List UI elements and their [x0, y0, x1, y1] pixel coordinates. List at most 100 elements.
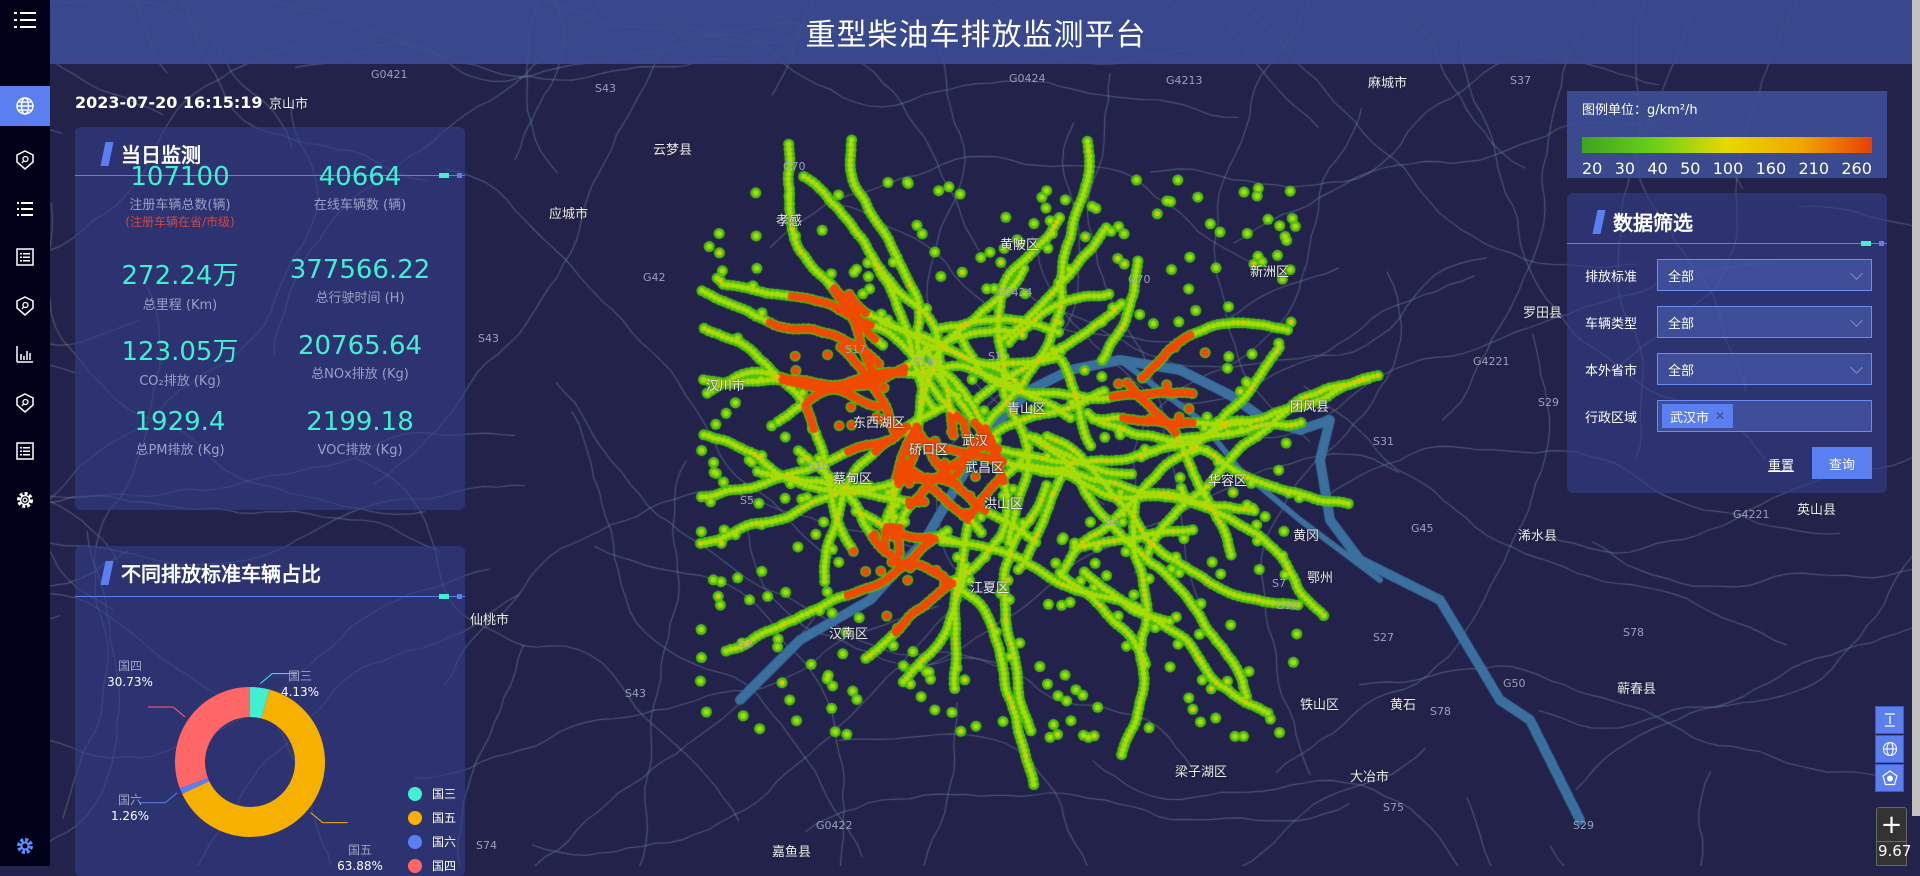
map-place-label: 云梦县: [653, 143, 693, 158]
donut-slice-国三[interactable]: [250, 687, 270, 719]
map-place-label: 武昌区: [965, 461, 1005, 476]
sidebar-item-map[interactable]: [0, 86, 50, 126]
list-icon: [17, 202, 33, 216]
page-title: 重型柴油车排放监测平台: [805, 18, 1147, 53]
legend-marker[interactable]: [408, 835, 422, 849]
globe-control-button[interactable]: [1875, 735, 1904, 763]
sidebar-item-8[interactable]: [0, 431, 50, 471]
stat-label: 注册车辆总数(辆): [129, 198, 231, 213]
legend-label[interactable]: 国四: [432, 859, 456, 873]
map-road-label: S43: [478, 332, 499, 345]
map-place-label: 黄陂区: [1000, 238, 1040, 253]
pentagon-control-button[interactable]: [1875, 764, 1904, 792]
map-road-label: G50: [1503, 677, 1526, 690]
filter-select[interactable]: 全部: [1657, 306, 1872, 338]
legend-marker[interactable]: [408, 811, 422, 825]
filter-label: 行政区域: [1585, 410, 1638, 426]
header: 重型柴油车排放监测平台: [50, 0, 1912, 64]
sidebar-item-9[interactable]: [0, 480, 50, 520]
legend-title: 图例单位：g/km²/h: [1582, 103, 1698, 118]
donut-slice-国四[interactable]: [175, 687, 250, 789]
slice-category-label: 国四: [118, 659, 142, 673]
map-place-label: 蔡甸区: [833, 472, 873, 487]
filter-label: 车辆类型: [1585, 316, 1638, 332]
region-select[interactable]: 武汉市 ✕: [1657, 400, 1872, 432]
map-road-label: S31: [1373, 435, 1394, 448]
map-road-label: S5: [740, 494, 754, 507]
legend-label[interactable]: 国六: [432, 835, 456, 849]
map-place-label: 黄冈: [1293, 529, 1320, 544]
map-road-label: S7: [1272, 577, 1286, 590]
query-button[interactable]: 查询: [1812, 447, 1872, 479]
map-road-label: G0422: [816, 819, 853, 832]
chevron-down-icon: [1850, 314, 1863, 327]
donut-slice-国六[interactable]: [179, 777, 210, 794]
map-road-label: S78: [1430, 705, 1451, 718]
map-road-label: S43: [625, 687, 646, 700]
map-place-label: 汉南区: [829, 627, 869, 642]
close-icon[interactable]: ✕: [1715, 409, 1726, 423]
map-place-label: 蕲春县: [1617, 682, 1657, 697]
legend-tick: 30: [1614, 159, 1636, 178]
legend-tick: 50: [1680, 159, 1701, 178]
reset-button[interactable]: 重置: [1768, 459, 1795, 474]
stat-item: 20765.64 总NOx排放 (Kg): [270, 331, 450, 382]
map-road-label: S75: [1383, 801, 1404, 814]
sidebar-item-2[interactable]: [0, 140, 50, 180]
gear-icon[interactable]: [0, 826, 50, 866]
stat-note: (注册车辆在省/市级): [125, 215, 235, 229]
legend-label[interactable]: 国五: [432, 811, 456, 825]
legend-tick: 20: [1582, 159, 1603, 178]
map-road-label: S18: [913, 356, 934, 369]
stat-label: 总行驶时间 (H): [315, 291, 405, 306]
map-place-label: 京山市: [269, 97, 309, 112]
map-road-label: S1: [988, 350, 1002, 363]
map-place-label: 孝感: [776, 214, 803, 229]
label-line: [148, 706, 186, 718]
label-line: [310, 812, 348, 824]
map-place-label: 江夏区: [970, 581, 1010, 596]
map-place-label: 梁子湖区: [1175, 765, 1228, 780]
map-road-label: S15: [808, 459, 829, 472]
legend-tick: 260: [1841, 159, 1872, 178]
stat-value: 107100: [130, 162, 230, 192]
legend-marker[interactable]: [408, 859, 422, 873]
slice-percent-label: 4.13%: [281, 685, 319, 699]
label-line: [259, 673, 298, 685]
zoom-in-button[interactable]: +: [1877, 808, 1906, 842]
map-place-label: 鄂州: [1307, 571, 1334, 586]
slice-category-label: 国六: [118, 793, 142, 807]
menu-icon[interactable]: [0, 0, 50, 40]
sidebar-item-6[interactable]: [0, 334, 50, 374]
stat-item: 1929.4 总PM排放 (Kg): [90, 407, 270, 458]
sidebar-item-3[interactable]: [0, 189, 50, 229]
donut-slice-国五[interactable]: [182, 689, 325, 837]
stat-value: 1929.4: [134, 407, 226, 437]
height-control-button[interactable]: [1875, 706, 1904, 734]
scrollbar[interactable]: [1912, 0, 1920, 816]
panel-title: 数据筛选: [1613, 211, 1693, 235]
report-icon: [16, 248, 34, 266]
region-tag: 武汉市 ✕: [1662, 404, 1734, 428]
legend-marker[interactable]: [408, 787, 422, 801]
map-place-label: 英山县: [1797, 503, 1837, 518]
stat-value: 377566.22: [289, 255, 431, 285]
stat-label: CO₂排放 (Kg): [139, 374, 221, 389]
filter-select[interactable]: 全部: [1657, 353, 1872, 385]
filter-label: 本外省市: [1585, 363, 1638, 379]
stat-value: 20765.64: [297, 331, 423, 361]
stat-item: 377566.22 总行驶时间 (H): [270, 255, 450, 306]
height-icon: [1884, 713, 1895, 727]
map-road-label: G4213: [1166, 74, 1203, 87]
map-road-label: G4221: [1733, 508, 1770, 521]
legend-label[interactable]: 国三: [432, 787, 456, 801]
map-road-label: G70: [1128, 273, 1151, 286]
map-place-label: 新洲区: [1250, 265, 1290, 280]
sidebar-item-5[interactable]: [0, 286, 50, 326]
filter-select[interactable]: 全部: [1657, 259, 1872, 291]
slice-percent-label: 63.88%: [337, 859, 383, 873]
sidebar-item-7[interactable]: [0, 383, 50, 423]
filter-label: 排放标准: [1585, 269, 1638, 285]
sidebar-item-4[interactable]: [0, 237, 50, 277]
